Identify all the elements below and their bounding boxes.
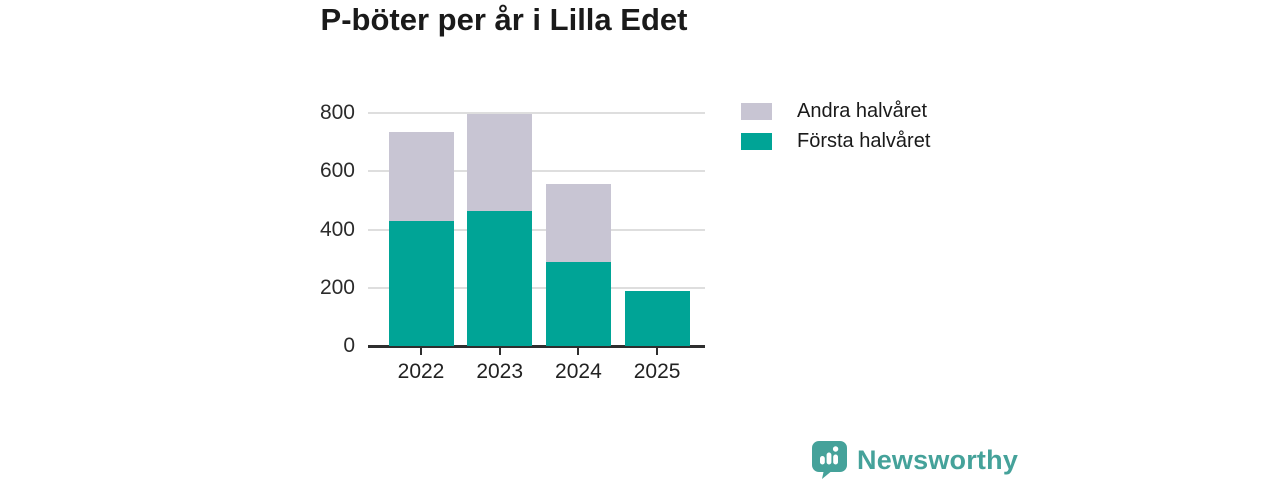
x-axis-tick — [577, 347, 580, 355]
x-axis-tick — [420, 347, 422, 355]
gridline — [368, 112, 705, 114]
newsworthy-logo-icon — [812, 441, 847, 479]
bar-segment-series0-2023 — [467, 210, 533, 346]
legend: Andra halvåret Första halvåret — [741, 99, 931, 152]
x-axis-tick-label: 2024 — [555, 360, 602, 383]
x-axis-tick — [656, 347, 659, 355]
bar-segment-series0-2024 — [545, 261, 611, 346]
brand-name: Newsworthy — [857, 444, 1019, 475]
gridline — [368, 286, 705, 289]
legend-label: Andra halvåret — [797, 99, 928, 122]
y-axis-tick-label: 600 — [319, 159, 355, 183]
x-axis-tick-label: 2023 — [476, 360, 524, 383]
legend-swatch — [741, 102, 772, 120]
x-axis-tick-label: 2022 — [397, 360, 445, 383]
x-axis-tick-label: 2025 — [633, 360, 681, 383]
legend-item: Första halvåret — [741, 129, 931, 152]
newsworthy-brand-link[interactable]: Newsworthy — [812, 441, 1018, 479]
y-axis-tick-label: 200 — [319, 275, 355, 299]
bar-segment-series0-2025 — [624, 290, 690, 346]
gridline — [368, 228, 705, 231]
x-axis-tick — [498, 347, 501, 355]
x-axis-line — [368, 345, 705, 348]
legend-swatch — [741, 132, 772, 150]
plot-area: 0 200 400 600 800 2022 2023 2024 2025 — [320, 101, 705, 383]
chart-title: P-böter per år i Lilla Edet — [320, 2, 688, 37]
y-axis-tick-label: 800 — [319, 101, 355, 124]
y-axis-tick-label: 400 — [319, 217, 355, 241]
bar-segment-series1-2022 — [388, 131, 454, 221]
legend-item: Andra halvåret — [741, 99, 930, 122]
y-axis-tick-label: 0 — [343, 334, 355, 357]
bar-segment-series1-2023 — [467, 114, 533, 211]
bar-segment-series0-2022 — [388, 220, 454, 346]
legend-label: Första halvåret — [797, 129, 931, 152]
gridline — [368, 170, 705, 173]
bar-segment-series1-2024 — [545, 184, 611, 262]
